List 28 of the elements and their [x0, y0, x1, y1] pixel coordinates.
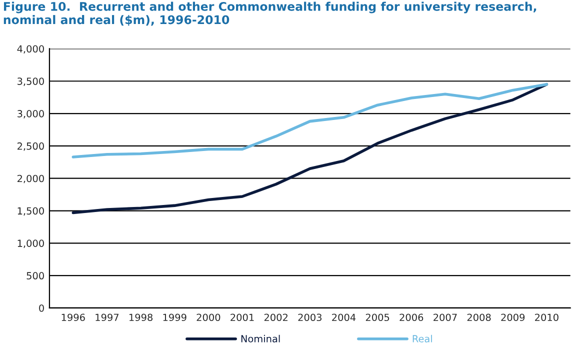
y-tick-label: 3,500	[18, 78, 44, 86]
x-tick-label: 1999	[163, 314, 186, 322]
y-tick-label: 4,000	[17, 45, 44, 54]
y-tick-label: 3,000	[18, 110, 44, 118]
x-tick-label: 2007	[434, 314, 457, 322]
x-tick-label: 2004	[332, 314, 356, 322]
y-tick-label: 500	[26, 272, 44, 280]
x-tick-label: 2010	[535, 314, 558, 322]
line-series	[72, 82, 548, 158]
y-tick-label: 2,000	[17, 174, 44, 184]
y-tick-label: 0	[39, 304, 44, 312]
x-tick-label: 2009	[501, 314, 525, 322]
y-tick-label: 1,500	[18, 207, 44, 216]
text: Nominal	[241, 334, 280, 342]
x-tick-label: 2005	[366, 314, 390, 322]
y-tick-label: 1,000	[18, 240, 44, 248]
chart-title: Figure 10. Recurrent and other Commonwealth funding for university research, nominal and real ($m), 1996-2010	[4, 2, 536, 26]
x-tick-label: 2001	[230, 314, 254, 322]
x-tick-label: 2003	[298, 314, 322, 322]
x-tick-label: 1997	[96, 314, 119, 322]
x-tick-label: 2006	[400, 314, 424, 322]
text: Real	[412, 334, 432, 342]
x-tick-label: 1996	[62, 314, 85, 322]
x-tick-label: 2000	[196, 314, 220, 322]
x-tick-label: 1998	[129, 314, 152, 322]
x-tick-label: 2002	[264, 314, 288, 322]
y-tick-label: 2,500	[17, 142, 44, 151]
x-tick-label: 2008	[467, 314, 491, 322]
